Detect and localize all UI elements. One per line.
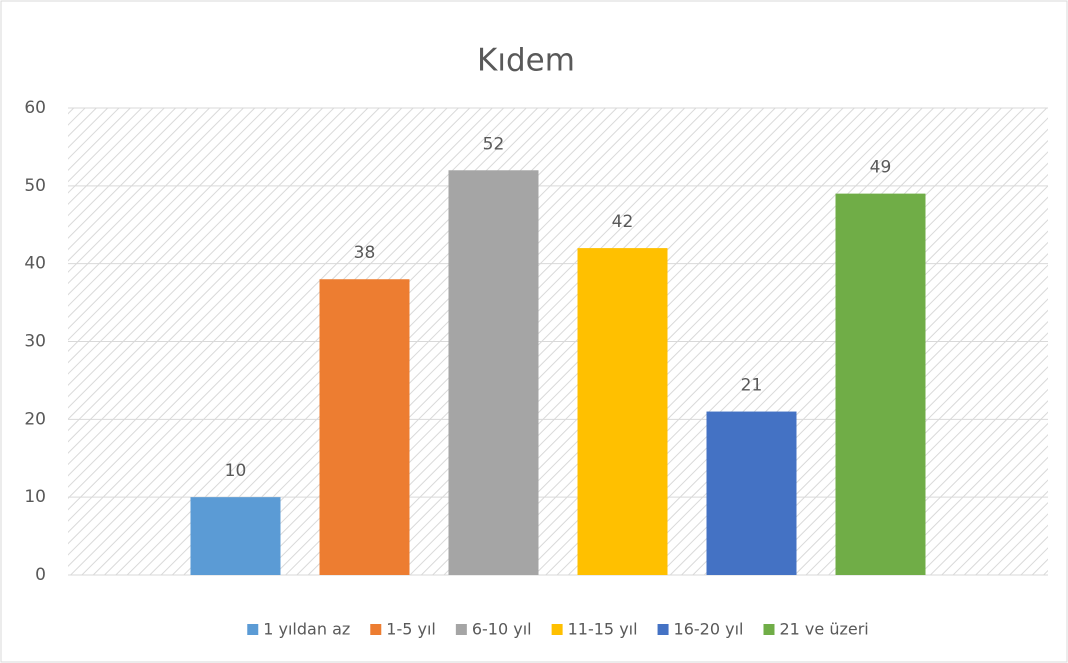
- bar: [319, 279, 410, 575]
- legend-label: 21 ve üzeri: [779, 620, 868, 639]
- legend-label: 6-10 yıl: [472, 620, 532, 639]
- data-label: 42: [612, 212, 634, 232]
- bar: [577, 248, 668, 575]
- data-label: 49: [870, 158, 892, 178]
- bar: [835, 193, 926, 575]
- y-tick-label: 30: [24, 332, 46, 352]
- data-label: 10: [225, 461, 247, 481]
- legend-label: 16-20 yıl: [674, 620, 744, 639]
- data-label: 21: [741, 376, 763, 396]
- bar: [706, 411, 797, 575]
- legend-label: 11-15 yıl: [568, 620, 638, 639]
- bar: [448, 170, 539, 575]
- y-tick-label: 60: [24, 98, 46, 118]
- y-tick-label: 10: [24, 487, 46, 507]
- legend-swatch: [370, 624, 382, 635]
- legend-swatch: [247, 624, 259, 635]
- legend-swatch: [455, 624, 467, 635]
- data-label: 38: [354, 243, 376, 263]
- data-label: 52: [483, 134, 505, 154]
- legend-swatch: [657, 624, 669, 635]
- legend-swatch: [763, 624, 775, 635]
- legend-label: 1 yıldan az: [263, 620, 350, 639]
- legend-label: 1-5 yıl: [386, 620, 436, 639]
- chart-title: Kıdem: [477, 43, 575, 79]
- y-tick-label: 50: [24, 176, 46, 196]
- legend-swatch: [551, 624, 563, 635]
- y-tick-label: 0: [35, 565, 46, 585]
- bar: [190, 497, 281, 575]
- y-tick-label: 40: [24, 254, 46, 274]
- y-tick-label: 20: [24, 409, 46, 429]
